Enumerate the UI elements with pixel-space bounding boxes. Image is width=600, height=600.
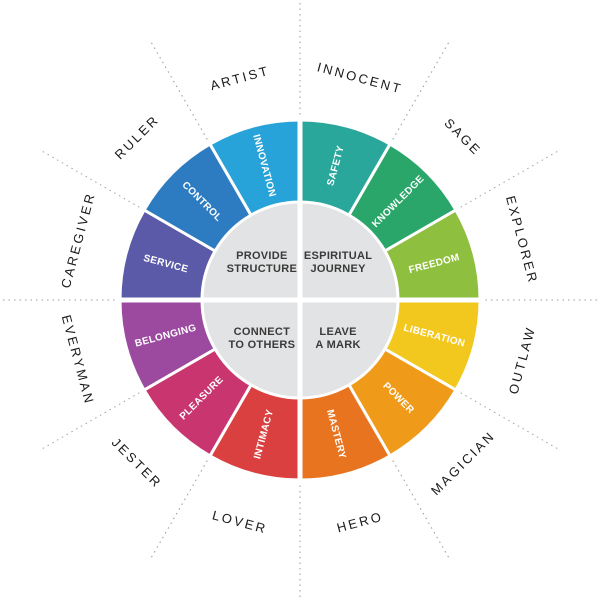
quadrant-label-0: PROVIDESTRUCTURE (227, 250, 298, 275)
wheel-svg: SAFETYKNOWLEDGEFREEDOMLIBERATIONPOWERMAS… (0, 0, 600, 600)
archetype-wheel: SAFETYKNOWLEDGEFREEDOMLIBERATIONPOWERMAS… (0, 0, 600, 600)
quadrant-label-1: ESPIRITUALJOURNEY (304, 250, 372, 275)
quadrant-label-2: LEAVEA MARK (315, 326, 360, 351)
quadrant-label-3: CONNECTTO OTHERS (229, 326, 296, 351)
